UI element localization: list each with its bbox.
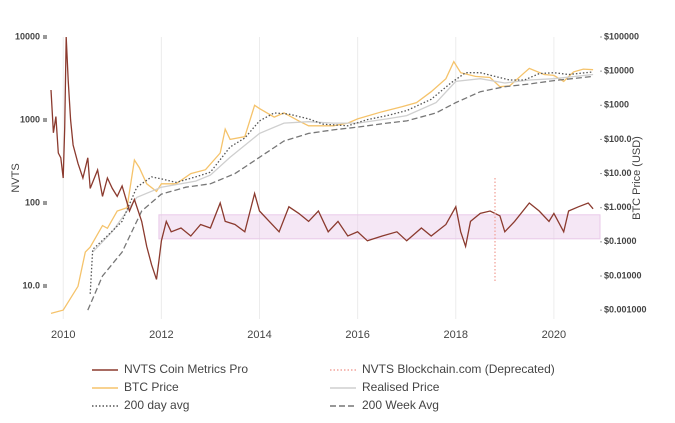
x-tick-label: 2020 — [542, 329, 566, 341]
series-line — [87, 75, 594, 311]
series-line — [50, 36, 594, 280]
y-tick-label: 100 — [25, 197, 40, 207]
y-tick-label: 10.0 — [22, 280, 40, 290]
legend-label: 200 day avg — [124, 398, 189, 412]
y-tick-mark — [43, 117, 47, 122]
y2-tick-label: $0.001000 — [604, 305, 647, 315]
series-line — [89, 71, 594, 294]
y-tick-mark — [43, 200, 47, 205]
x-tick-label: 2010 — [51, 329, 75, 341]
series-line — [92, 73, 594, 253]
legend-label: BTC Price — [124, 380, 179, 394]
y2-tick-label: $0.01000 — [604, 270, 642, 280]
y2-tick-label: $10000 — [604, 66, 634, 76]
x-tick-label: 2012 — [149, 329, 173, 341]
y2-axis-title: BTC Price (USD) — [631, 136, 643, 220]
y2-tick-label: $0.1000 — [604, 236, 637, 246]
y-axis-title: NVTS — [10, 163, 22, 192]
series-line — [50, 60, 594, 315]
y-tick-label: 1000 — [20, 114, 40, 124]
band — [158, 214, 601, 240]
y-tick-mark — [43, 35, 47, 39]
x-tick-label: 2016 — [345, 329, 369, 341]
y-tick-mark — [43, 283, 47, 288]
legend-label: NVTS Coin Metrics Pro — [124, 362, 248, 376]
y2-tick-label: $100000 — [604, 31, 639, 41]
legend-label: 200 Week Avg — [362, 398, 439, 412]
y2-tick-label: $1.000 — [604, 202, 632, 212]
x-tick-label: 2018 — [444, 329, 468, 341]
legend-label: NVTS Blockchain.com (Deprecated) — [362, 362, 555, 376]
x-tick-label: 2014 — [247, 329, 271, 341]
legend-label: Realised Price — [362, 380, 440, 394]
y2-tick-label: $100.0 — [604, 134, 632, 144]
y2-tick-label: $1000 — [604, 100, 629, 110]
y-tick-label: 10000 — [15, 31, 40, 41]
y2-tick-label: $10.00 — [604, 168, 632, 178]
